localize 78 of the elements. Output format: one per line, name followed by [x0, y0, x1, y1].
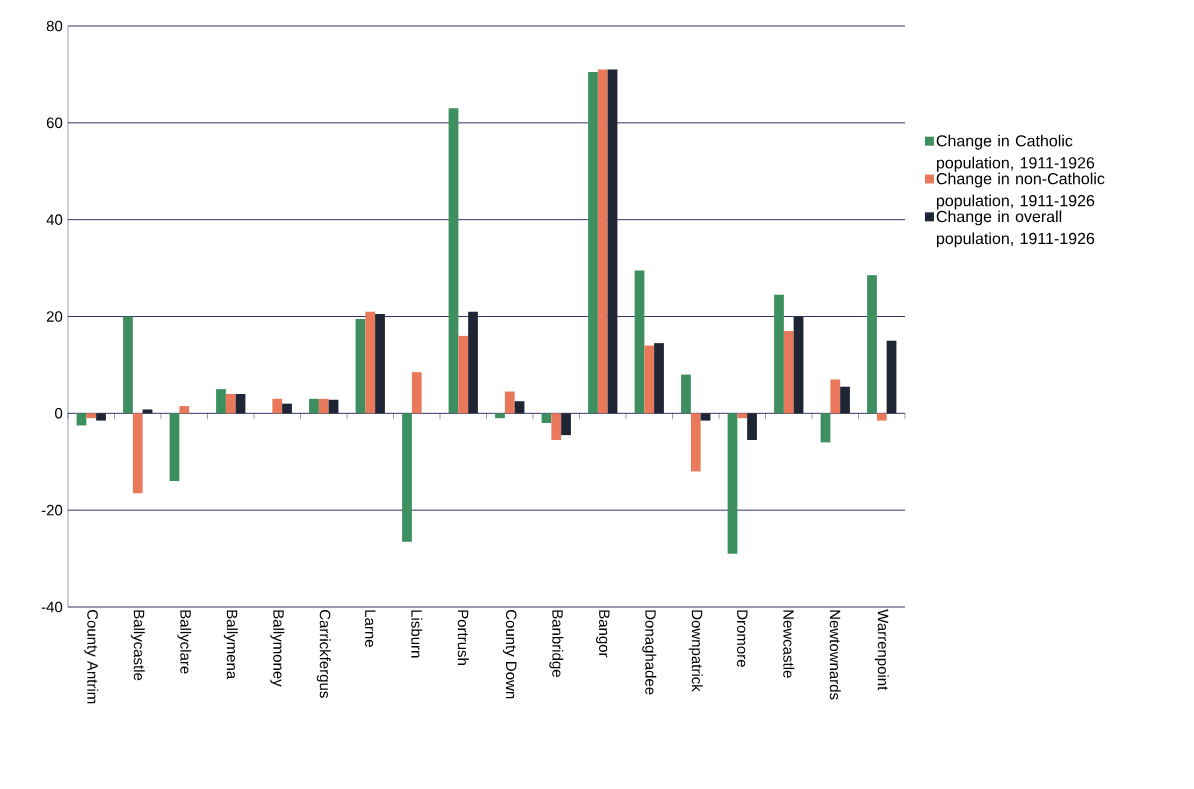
x-tick-label: Carrickfergus [316, 609, 331, 698]
legend-label: Change in non-Catholic population, 1911-1926 [936, 172, 1105, 210]
bar [830, 379, 841, 414]
x-tick-label: Ballymena [223, 610, 238, 680]
bar [76, 413, 87, 426]
x-tick-label: Donaghadee [642, 610, 657, 695]
bar [132, 413, 143, 494]
bar [225, 393, 236, 414]
bar [561, 413, 571, 436]
bar [747, 413, 757, 440]
x-tick-label: Lisburn [411, 610, 423, 658]
bar [96, 413, 106, 421]
bar [737, 413, 748, 419]
bar [793, 316, 804, 414]
x-tick-label: Ballymoney [270, 610, 285, 687]
bar [867, 275, 877, 414]
legend-label: Change in overall population, 1911-1926 [936, 210, 1095, 248]
legend-label: Change in Catholic population, 1911-1926 [936, 134, 1095, 172]
bar [541, 413, 552, 424]
x-tick-label: Bangor [596, 610, 610, 658]
x-tick-label: Ballycastle [130, 610, 145, 681]
bar [681, 374, 691, 414]
x-tick-label: County Down [502, 609, 517, 699]
bar [504, 391, 515, 414]
bar [783, 331, 794, 414]
bar [123, 316, 133, 414]
bar [886, 340, 897, 414]
bar [551, 413, 562, 440]
bar [272, 398, 283, 414]
bar [309, 398, 319, 414]
bar [588, 71, 598, 414]
y-tick-label: -20 [41, 504, 63, 516]
bar [448, 108, 459, 414]
bar [169, 413, 180, 482]
bar [820, 413, 831, 443]
bar [727, 413, 738, 554]
bar [654, 343, 664, 414]
y-tick-label: 60 [46, 117, 63, 129]
bar [690, 413, 701, 472]
bar [402, 413, 412, 542]
bar [774, 294, 784, 414]
x-tick-label: Newtownards [829, 610, 841, 700]
bar [318, 398, 329, 414]
bar [216, 389, 226, 414]
bar [411, 372, 422, 414]
y-tick-label: 40 [46, 214, 63, 225]
bar [86, 413, 97, 419]
y-tick-label: 80 [46, 20, 63, 32]
y-tick-label: -40 [41, 601, 63, 613]
bar [495, 413, 505, 419]
bar [876, 413, 887, 421]
bar [458, 335, 469, 414]
x-tick-label: Larne [365, 610, 376, 647]
bar [375, 314, 385, 414]
x-tick-label: County Antrim [84, 609, 99, 704]
bar [607, 69, 618, 414]
bar [142, 409, 153, 414]
bar [282, 403, 292, 414]
x-tick-label: Banbridge [549, 610, 564, 677]
x-tick-label: Newcastle [783, 610, 795, 678]
bar [365, 311, 376, 414]
x-tick-label: Ballyclare [177, 610, 192, 674]
y-tick-label: 0 [55, 408, 63, 419]
bar [468, 311, 478, 414]
x-tick-label: Downpatrick [688, 610, 703, 692]
y-tick-label: 20 [46, 311, 63, 322]
x-tick-label: Portrush [457, 610, 469, 665]
bar [700, 413, 711, 421]
bar [235, 393, 246, 414]
bar [514, 401, 525, 414]
x-tick-label: Dromore [737, 610, 748, 667]
bar [355, 318, 366, 414]
bar [840, 386, 850, 414]
bar [597, 69, 608, 414]
bar [644, 345, 655, 414]
bar [179, 406, 190, 414]
bar [634, 270, 645, 414]
x-tick-label: Warrenpoint [874, 609, 889, 691]
